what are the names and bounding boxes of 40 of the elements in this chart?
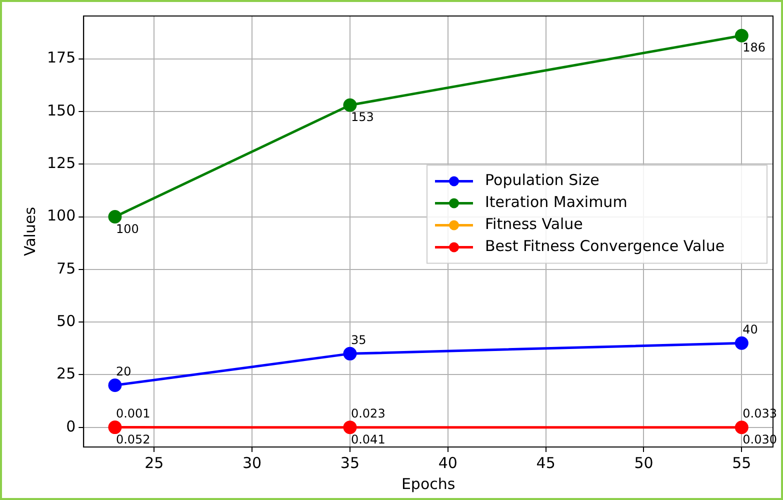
x-tick-label: 55 [732,454,752,472]
x-tick-label: 30 [242,454,262,472]
legend-label: Iteration Maximum [485,193,628,212]
x-tick-label: 40 [438,454,458,472]
point [343,420,357,434]
data-label: 20 [116,364,132,378]
legend-label: Fitness Value [485,215,583,234]
y-tick-label: 150 [46,101,76,120]
y-axis-title: Values [20,206,39,256]
legend-label: Population Size [485,171,600,190]
data-label: 40 [742,322,758,336]
text: 0.023 [350,406,386,420]
legend-label: Best Fitness Convergence Value [485,237,725,256]
data-label: 0.041 [350,432,386,446]
point [108,210,122,224]
y-tick-label: 75 [56,259,76,278]
point [734,336,748,350]
point [734,420,748,434]
x-axis-title: Epochs [401,474,456,493]
point [343,346,357,360]
data-label: 0.052 [116,432,150,446]
data-label: 35 [350,332,366,347]
y-tick-label: 100 [46,206,76,225]
y-tick-label: 50 [56,312,76,330]
y-tick-label: 175 [46,48,76,67]
y-tick-label: 125 [46,154,76,172]
data-label: 186 [742,40,766,55]
point [343,98,357,112]
x-tick-label: 25 [144,454,164,472]
y-tick-label: 0 [66,417,76,436]
data-label: 153 [350,110,374,124]
x-tick-label: 50 [634,454,654,472]
y-tick-label: 25 [56,364,76,383]
point [734,28,748,42]
x-tick-label: 45 [536,454,556,472]
text: 0.001 [116,406,150,420]
x-tick-label: 35 [340,454,360,472]
point [108,378,122,392]
point [108,420,122,434]
data-label: 100 [116,222,139,236]
